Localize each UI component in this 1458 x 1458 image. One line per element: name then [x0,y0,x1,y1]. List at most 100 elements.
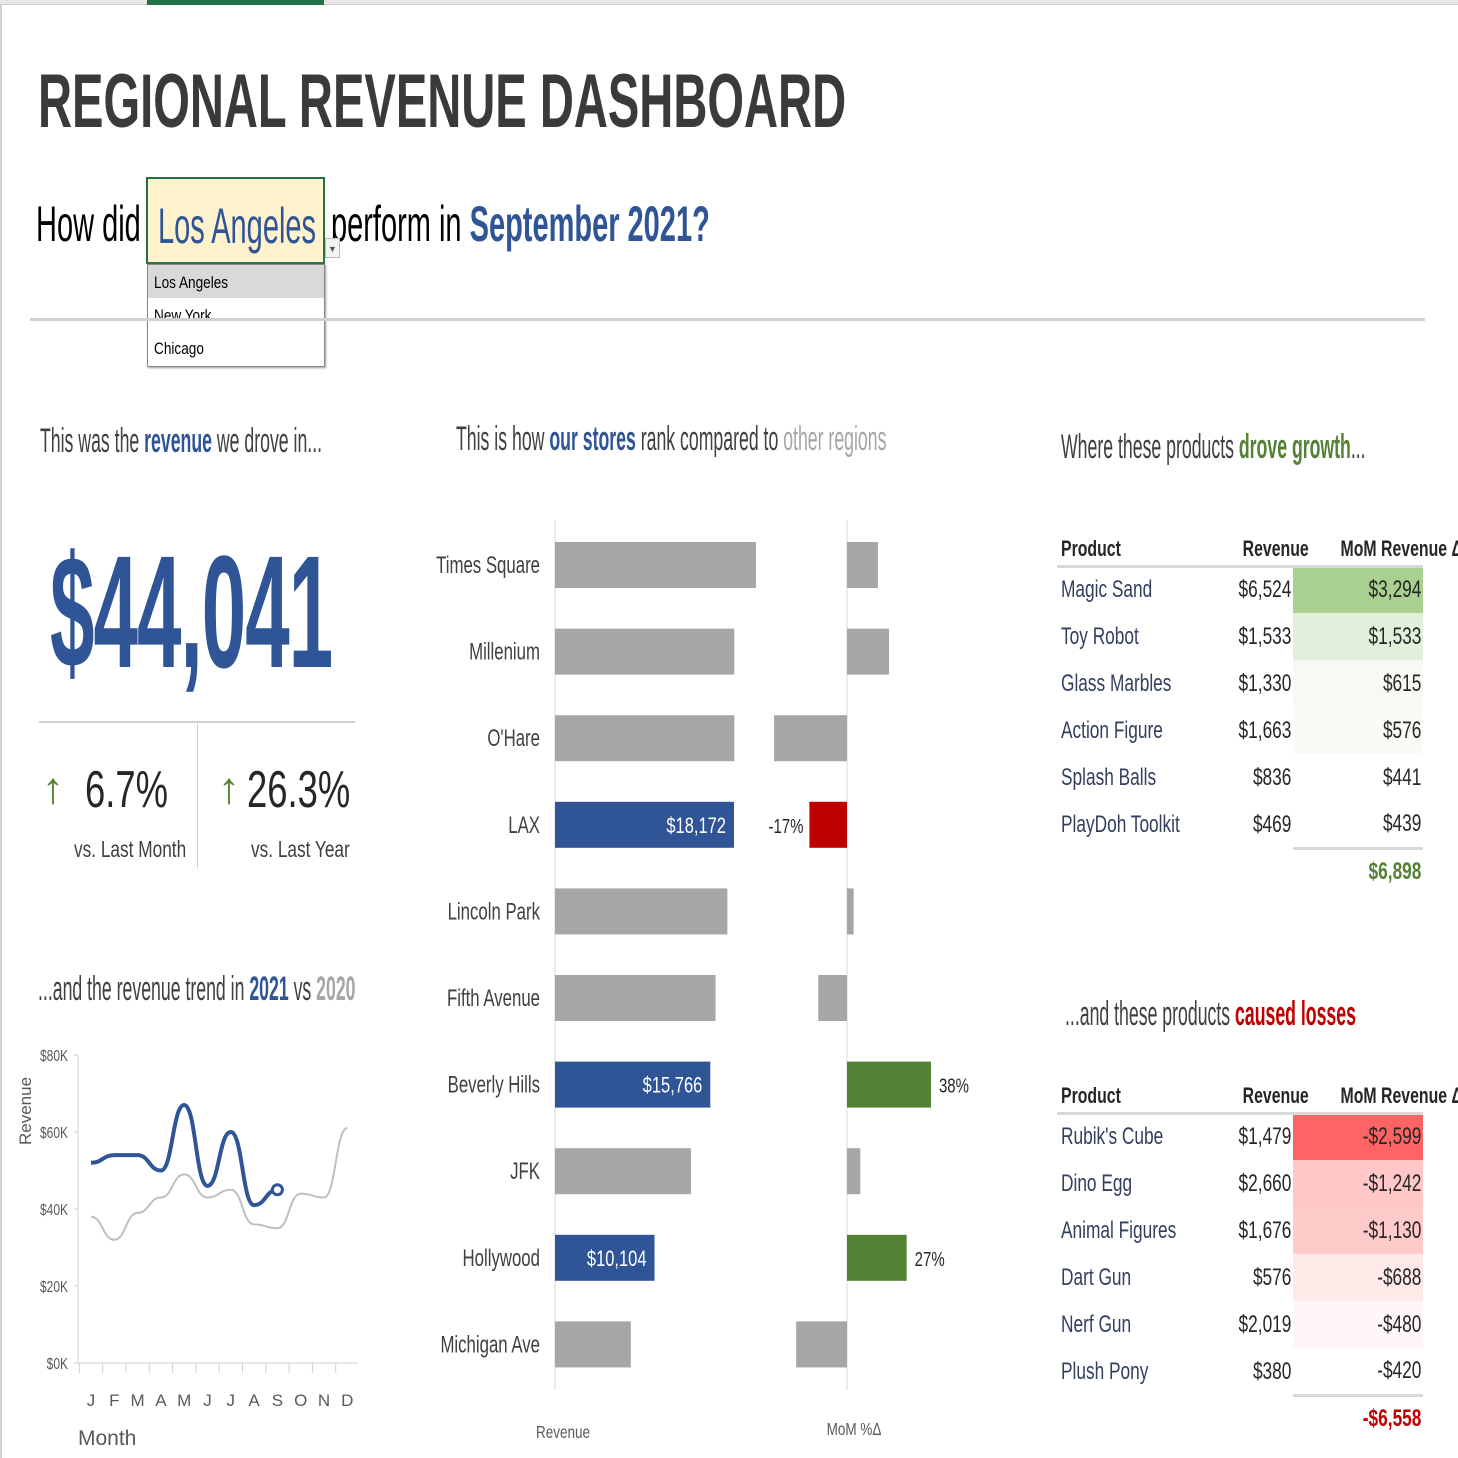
column-header: Product [1057,533,1217,568]
mom-bar [847,542,878,588]
mom-bar [847,1234,907,1281]
growth-heading: Where these products drove growth... [1061,428,1366,466]
dropdown-option[interactable]: New York [148,298,324,331]
table-row: PlayDoh Toolkit $469 $439 [1057,801,1423,848]
revenue-bar [555,715,735,762]
divider [30,318,1425,321]
revenue-data-label: $15,766 [643,1073,703,1098]
revenue-bar [555,542,756,588]
table-row: Action Figure $1,663 $576 [1057,707,1423,754]
store-label: Fifth Avenue [447,985,540,1012]
store-label: O'Hare [487,725,540,752]
total-revenue: $44,041 [50,522,333,701]
revenue-bar [555,1321,631,1368]
mom-delta-cell: $1,533 [1293,613,1423,660]
revenue-bar [555,975,716,1021]
revenue-cell: $1,533 [1238,622,1291,650]
table-row: Plush Pony $380 -$420 [1057,1348,1423,1395]
mom-delta-cell: $576 [1293,707,1423,754]
page-title: REGIONAL REVENUE DASHBOARD [38,59,847,144]
arrow-up-icon: ↑ [42,764,64,813]
table-header: Product Revenue MoM Revenue Δ [1057,1080,1458,1115]
revenue-bar [555,628,735,675]
kpi-yoy-value: 26.3% [247,761,351,819]
option-label: New York [154,306,212,325]
x-tick-label: J [227,1391,236,1410]
x-tick-label: S [272,1391,283,1410]
product-name: PlayDoh Toolkit [1061,810,1180,838]
x-axis-label: Month [78,1427,136,1450]
mom-delta-cell: -$1,130 [1293,1207,1423,1254]
store-ranking-chart: Times Square Millenium O'Hare LAX $18,172 -17… [436,520,969,1443]
mom-bar [847,1061,931,1108]
product-name: Dino Egg [1061,1169,1133,1197]
trend-heading: ...and the revenue trend in 2021 vs 2020 [38,970,356,1008]
revenue-cell: $2,019 [1238,1310,1291,1338]
table-row: Toy Robot $1,533 $1,533 [1057,613,1423,660]
revenue-bar [555,1061,711,1108]
y-tick-label: $20K [40,1277,68,1295]
mom-delta-total: -$6,558 [1293,1393,1423,1442]
spreadsheet-column-header [0,0,1458,5]
y-tick-label: $60K [40,1123,68,1141]
mom-delta-cell: -$480 [1293,1301,1423,1348]
table-row: Rubik's Cube $1,479 -$2,599 [1057,1113,1423,1160]
mom-bar [818,975,847,1021]
product-name: Nerf Gun [1061,1310,1132,1338]
x-tick-label: M [131,1391,145,1410]
mom-bar [847,628,889,675]
dropdown-option[interactable]: Los Angeles [148,265,324,298]
product-name: Animal Figures [1061,1216,1177,1244]
y-axis-label: Revenue [16,1077,35,1145]
x-tick-label: O [294,1391,307,1410]
revenue-cell: $1,330 [1238,669,1291,697]
mom-data-label: -17% [768,815,803,838]
sheet-edge [0,5,2,1458]
y-tick-label: $0K [47,1354,69,1372]
mom-delta-cell: $439 [1293,801,1423,848]
table-row: Nerf Gun $2,019 -$480 [1057,1301,1423,1348]
divider [39,721,355,723]
mom-delta-cell: -$688 [1293,1254,1423,1301]
table-row: Magic Sand $6,524 $3,294 [1057,566,1423,613]
ranking-heading: This is how our stores rank compared to … [456,420,887,458]
mom-axis-title: MoM %Δ [827,1420,882,1439]
store-label: Michigan Ave [440,1332,540,1359]
x-tick-label: J [203,1391,212,1410]
store-label: Times Square [436,552,540,579]
revenue-cell: $576 [1252,1263,1291,1291]
revenue-bar [555,1234,655,1281]
divider [197,723,198,868]
question-suffix: perform in [331,196,462,252]
option-label: Los Angeles [154,273,229,292]
column-header: MoM Revenue Δ [1293,533,1458,568]
region-dropdown-list[interactable]: Los Angeles New York Chicago [147,264,325,367]
kpi-yoy-label: vs. Last Year [251,836,350,862]
question-period: September 2021? [469,196,710,252]
question-prefix: How did [36,196,141,252]
mom-bar [774,715,847,762]
x-tick-label: J [87,1391,96,1410]
mom-delta-cell: $441 [1293,754,1423,801]
chevron-down-icon: ▼ [328,244,337,254]
table-header: Product Revenue MoM Revenue Δ [1057,533,1458,568]
product-name: Rubik's Cube [1061,1123,1164,1151]
column-header: Revenue [1217,533,1309,568]
region-select-cell[interactable]: Los Angeles [146,177,325,264]
store-label: Beverly Hills [448,1072,540,1099]
option-label: Chicago [154,339,204,358]
series-2020-line [90,1127,348,1241]
mom-bar [847,1148,861,1195]
y-tick-label: $80K [40,1046,68,1064]
dropdown-arrow-button[interactable]: ▼ [325,238,340,258]
revenue-bar [555,801,734,848]
mom-data-label: 38% [939,1074,969,1097]
mom-bar [847,888,854,935]
revenue-bar [555,888,728,935]
dropdown-option[interactable]: Chicago [148,331,324,364]
revenue-bar [555,1148,691,1195]
table-row: Animal Figures $1,676 -$1,130 [1057,1207,1423,1254]
store-label: LAX [508,812,540,839]
total-row: -$6,558 [1057,1393,1423,1442]
mom-bar [796,1321,847,1368]
